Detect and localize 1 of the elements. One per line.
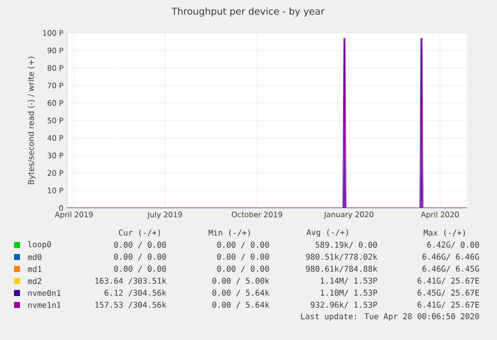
chart-title: Throughput per device - by year	[171, 7, 325, 17]
